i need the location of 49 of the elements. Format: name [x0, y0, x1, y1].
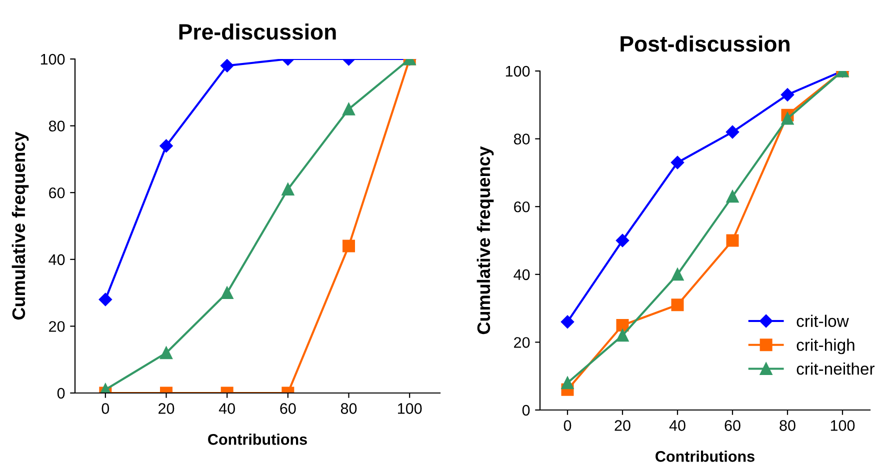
- legend-label: crit-neither: [796, 362, 875, 375]
- point: [671, 268, 684, 281]
- x-tick-label: 40: [218, 403, 235, 414]
- x-axis-title: Contributions: [208, 434, 307, 445]
- point: [726, 125, 740, 139]
- point: [561, 376, 574, 390]
- point: [342, 240, 355, 252]
- y-axis-title: Cumulative frequency: [476, 146, 494, 334]
- x-tick-label: 100: [830, 420, 855, 431]
- legend-label: crit-low: [796, 314, 849, 328]
- x-tick-label: 20: [614, 420, 630, 431]
- point: [616, 319, 629, 332]
- point: [616, 234, 630, 248]
- x-tick-label: 0: [564, 420, 572, 431]
- point: [781, 112, 794, 125]
- x-tick-label: 0: [102, 403, 110, 414]
- y-tick-label: 80: [48, 120, 65, 132]
- y-axis-title: Cumulative frequency: [12, 132, 29, 320]
- point: [726, 190, 739, 203]
- point: [671, 298, 684, 312]
- x-axis-title: Contributions: [656, 450, 754, 462]
- point: [780, 88, 794, 102]
- x-tick-label: 80: [340, 403, 357, 414]
- point: [560, 315, 574, 328]
- y-tick-label: 100: [40, 54, 65, 65]
- x-tick-label: 100: [398, 403, 422, 414]
- point: [282, 183, 294, 196]
- legend-label: crit-high: [796, 338, 854, 354]
- point: [670, 156, 684, 170]
- point: [726, 234, 739, 247]
- y-tick-label: 20: [49, 321, 65, 332]
- x-tick-label: 60: [280, 403, 296, 414]
- y-tick-label: 20: [514, 337, 530, 348]
- x-tick-label: 20: [158, 403, 174, 414]
- point: [616, 329, 629, 342]
- chart-title: Pre-discussion: [179, 23, 336, 40]
- y-tick-label: 40: [514, 269, 530, 280]
- point: [220, 286, 234, 300]
- y-tick-label: 40: [48, 254, 65, 266]
- x-tick-label: 40: [669, 420, 686, 431]
- x-tick-label: 80: [780, 420, 796, 431]
- x-tick-label: 60: [724, 420, 740, 431]
- y-tick-label: 60: [514, 201, 530, 212]
- y-tick-label: 60: [49, 187, 65, 198]
- y-tick-label: 0: [57, 388, 65, 399]
- chart-title: Post-discussion: [620, 35, 790, 52]
- y-tick-label: 80: [514, 134, 530, 144]
- y-tick-label: 100: [506, 66, 530, 77]
- point: [98, 292, 112, 306]
